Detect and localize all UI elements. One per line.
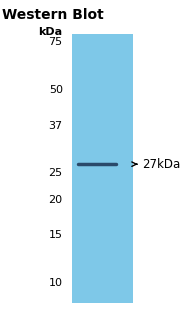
Text: 75: 75 bbox=[49, 36, 63, 47]
Text: kDa: kDa bbox=[39, 27, 63, 37]
Bar bbox=[72, 34, 133, 303]
Text: 37: 37 bbox=[49, 121, 63, 131]
Text: 27kDa: 27kDa bbox=[142, 158, 181, 171]
Text: 20: 20 bbox=[49, 195, 63, 205]
Text: Western Blot: Western Blot bbox=[2, 8, 104, 22]
Text: 15: 15 bbox=[49, 230, 63, 240]
Text: 25: 25 bbox=[49, 168, 63, 178]
Text: 10: 10 bbox=[49, 278, 63, 288]
Text: 50: 50 bbox=[49, 85, 63, 95]
